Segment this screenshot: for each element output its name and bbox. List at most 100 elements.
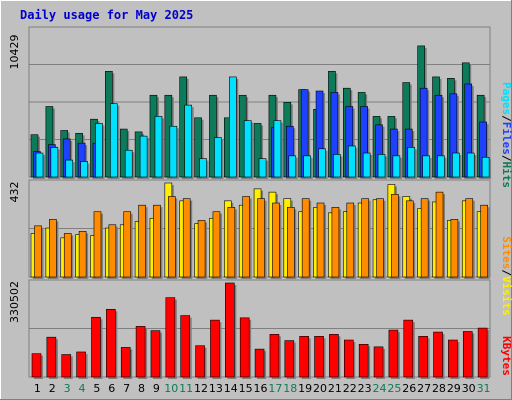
legend-bottom: KBytes (500, 336, 512, 376)
sites-bar (93, 211, 102, 278)
kbytes-bar (150, 330, 161, 378)
kbytes-bar (448, 339, 458, 378)
sites-bar (34, 225, 42, 278)
kbytes-bar (418, 336, 428, 378)
bars (30, 45, 492, 379)
day-label: 24 (372, 382, 386, 395)
day-label: 16 (254, 382, 268, 395)
sites-bar (331, 207, 340, 278)
legend-hits: Hits (500, 162, 512, 189)
kbytes-bar (106, 309, 116, 378)
kbytes-bar (284, 340, 295, 378)
kbytes-bar (299, 336, 309, 378)
day-label: 2 (49, 382, 56, 395)
sites-bar (227, 207, 236, 278)
kbytes-bar (477, 327, 488, 378)
day-label: 1 (34, 382, 41, 395)
pages-bar (199, 158, 207, 178)
sites-bar (480, 204, 488, 278)
panel-kbytes-max-label: 330502 (8, 281, 21, 323)
max-labels: 10429 432 330502 (8, 35, 21, 324)
day-label: 11 (179, 382, 193, 395)
pages-bar (407, 147, 416, 178)
sites-bar (138, 204, 146, 278)
legend-sites: Sites (500, 236, 512, 269)
pages-bar (377, 154, 386, 178)
day-label: 4 (79, 382, 86, 395)
legend-sep-2: / (500, 155, 512, 162)
pages-bar (124, 149, 133, 178)
day-label: 26 (402, 382, 416, 395)
kbytes-bar (91, 316, 101, 378)
day-label: 15 (239, 382, 253, 395)
legend-visits: Visits (500, 276, 512, 316)
kbytes-bar (165, 297, 176, 378)
hits-bar (209, 94, 217, 178)
day-labels: 1 2 3 4 5 6 7 8 9 10 11 12 13 14 15 16 17 18 19 20 21 22 23 24 2… (34, 382, 491, 395)
kbytes-bar (239, 317, 250, 378)
pages-bar (288, 155, 297, 178)
day-label: 21 (328, 382, 342, 395)
kbytes-bar (433, 331, 443, 378)
sites-bar (153, 204, 161, 278)
pages-bar (139, 135, 148, 178)
kbytes-bar (31, 353, 42, 378)
pages-bar (184, 104, 193, 178)
kbytes-bar (403, 319, 414, 378)
sites-bar (63, 233, 72, 278)
pages-bar (35, 152, 44, 178)
legend-middle: Sites/Visits (500, 236, 512, 316)
kbytes-bar (329, 334, 339, 378)
day-label: 6 (108, 382, 115, 395)
legend-top: Pages/Files/Hits (500, 82, 512, 188)
hits-bar (253, 123, 262, 178)
day-label: 7 (123, 382, 130, 395)
panel-hits-files-pages-max-label: 10429 (8, 35, 21, 70)
day-label: 17 (268, 382, 282, 395)
pages-bar (229, 76, 237, 178)
day-label: 31 (477, 382, 491, 395)
day-label: 14 (224, 382, 238, 395)
pages-bar (347, 145, 356, 178)
sites-bar (242, 196, 250, 278)
day-label: 12 (194, 382, 208, 395)
day-label: 25 (387, 382, 401, 395)
sites-bar (376, 198, 384, 278)
kbytes-bar (388, 329, 399, 378)
sites-bar (272, 202, 280, 278)
pages-bar (65, 159, 74, 178)
sites-bar (287, 207, 295, 278)
day-label: 28 (432, 382, 446, 395)
kbytes-bar (180, 315, 191, 378)
day-label: 3 (64, 382, 71, 395)
day-label: 8 (138, 382, 145, 395)
pages-bar (80, 161, 88, 178)
pages-bar (214, 137, 222, 178)
sites-bar (182, 198, 191, 278)
legend-sep-3: / (500, 269, 512, 276)
pages-bar (110, 103, 118, 178)
sites-bar (49, 219, 57, 278)
kbytes-bar (195, 345, 205, 378)
sites-bar (257, 198, 265, 278)
pages-bar (452, 152, 460, 178)
kbytes-bar (373, 346, 384, 378)
pages-bar (154, 116, 163, 178)
sites-bar (301, 198, 310, 278)
day-label: 23 (358, 382, 372, 395)
pages-bar (273, 120, 282, 178)
kbytes-bar (210, 319, 220, 378)
kbytes-bar (254, 348, 265, 378)
legend-files: Files (500, 122, 512, 155)
sites-bar (316, 202, 325, 278)
pages-bar (303, 155, 311, 178)
pages-bar (95, 123, 103, 178)
day-label: 29 (447, 382, 461, 395)
hits-bar (194, 117, 202, 178)
pages-bar (481, 156, 490, 178)
sites-bar (435, 191, 444, 278)
kbytes-bar (462, 331, 473, 378)
legend-sep-1: / (500, 115, 512, 122)
sites-bar (123, 211, 132, 278)
